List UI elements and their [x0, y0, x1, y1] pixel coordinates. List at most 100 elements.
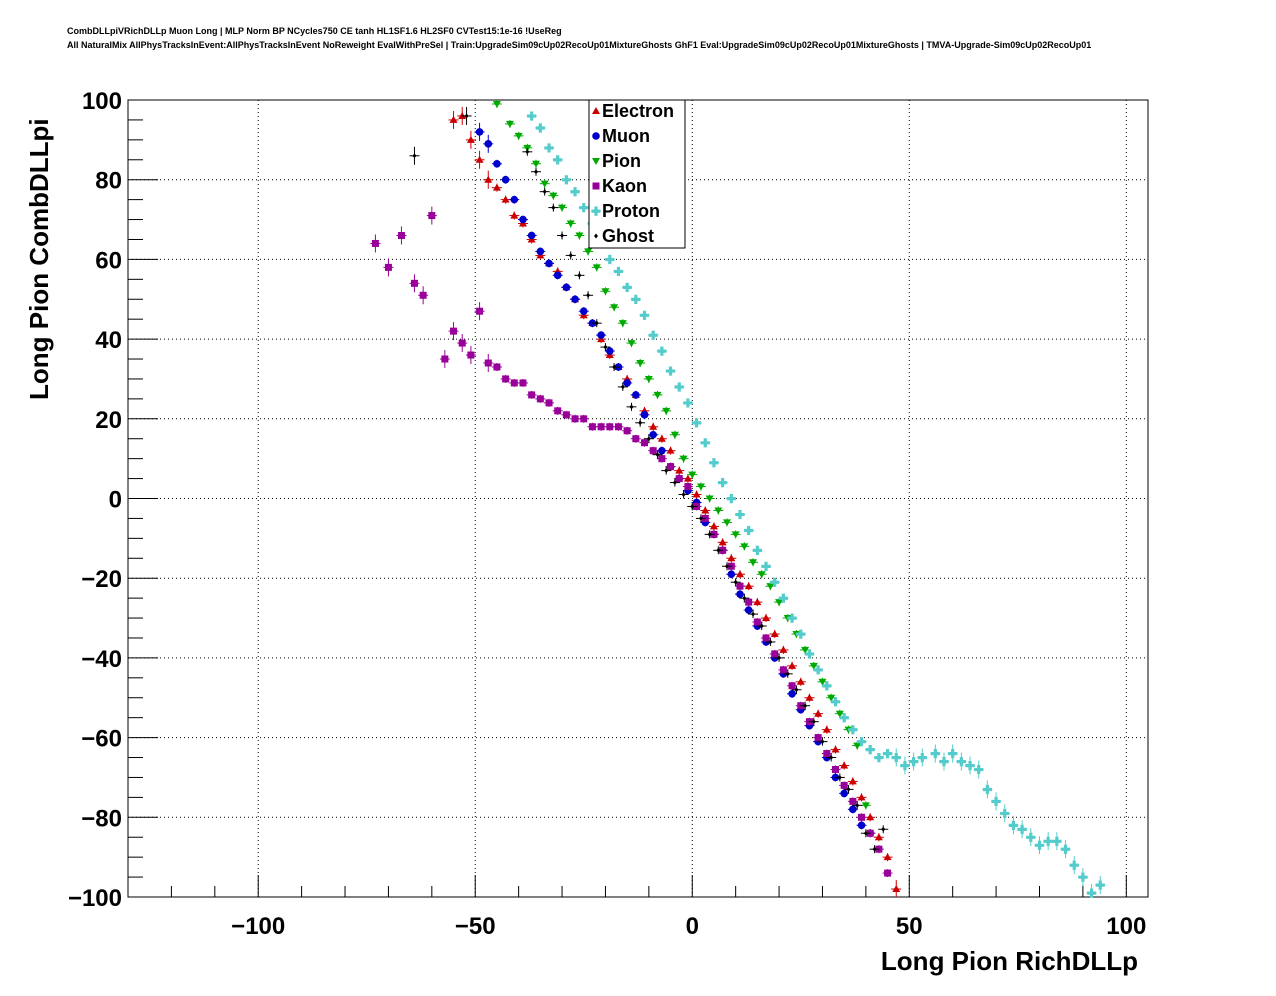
data-point-kaon [554, 407, 562, 415]
data-point-kaon [614, 423, 622, 431]
data-point-muon [840, 789, 848, 798]
data-point-muon [623, 379, 631, 387]
legend-marker-electron [592, 107, 600, 114]
legend-label-ghost: Ghost [602, 226, 654, 246]
data-point-proton [1095, 880, 1105, 890]
legend-label-pion: Pion [602, 151, 641, 171]
legend-marker-kaon [592, 182, 600, 190]
data-point-proton [1069, 860, 1079, 870]
data-point-proton [874, 753, 884, 763]
data-point-ghost [733, 579, 738, 585]
y-tick-label: −40 [81, 646, 122, 673]
data-point-pion [636, 360, 645, 368]
data-point-ghost [412, 153, 417, 159]
data-point-proton [1008, 820, 1019, 830]
data-point-ghost [690, 503, 695, 509]
data-point-proton [839, 713, 849, 723]
data-point-electron [883, 853, 892, 861]
data-point-pion [627, 340, 636, 348]
data-point-ghost [742, 595, 747, 601]
data-point-muon [493, 159, 501, 168]
data-point-pion [592, 264, 601, 272]
data-point-pion [514, 132, 523, 140]
y-tick-label: 0 [109, 487, 122, 514]
data-point-electron [466, 135, 475, 143]
data-point-proton [613, 266, 624, 277]
data-point-proton [761, 561, 771, 571]
data-point-kaon [762, 634, 770, 642]
data-point-proton [804, 649, 815, 659]
data-point-proton [991, 796, 1001, 807]
data-point-kaon [384, 263, 392, 271]
data-point-pion [549, 192, 558, 200]
data-point-electron [701, 506, 710, 514]
data-point-kaon [632, 435, 640, 443]
data-point-muon [519, 215, 527, 224]
data-point-proton [579, 203, 589, 213]
data-point-kaon [823, 750, 831, 758]
data-point-electron [675, 466, 684, 474]
data-point-pion [584, 248, 593, 256]
data-point-electron [831, 745, 840, 753]
data-point-proton [909, 757, 919, 767]
data-point-proton [1026, 832, 1036, 842]
data-point-kaon [849, 797, 857, 805]
data-point-electron [666, 446, 675, 454]
data-point-ghost [777, 655, 782, 661]
data-point-muon [649, 430, 657, 439]
data-point-muon [475, 128, 484, 136]
data-point-proton [527, 111, 537, 121]
data-point-electron [753, 598, 762, 606]
data-point-electron [805, 693, 814, 701]
data-point-pion [505, 120, 514, 128]
data-point-pion [696, 483, 705, 491]
data-point-kaon [467, 351, 475, 359]
data-point-kaon [502, 375, 510, 383]
data-point-proton [726, 494, 736, 504]
data-point-electron [657, 434, 666, 442]
data-point-electron [779, 645, 788, 653]
data-point-pion [801, 646, 810, 654]
data-point-ghost [707, 531, 712, 537]
data-point-proton [553, 155, 563, 165]
y-tick-label: 80 [95, 168, 122, 195]
data-point-electron [501, 195, 510, 203]
data-point-ghost [846, 786, 851, 792]
y-tick-label: −60 [81, 726, 122, 753]
data-point-electron [475, 155, 484, 163]
data-point-pion [618, 320, 627, 328]
data-point-muon [605, 347, 614, 355]
data-point-pion [827, 694, 836, 702]
data-point-proton [605, 254, 615, 265]
data-point-proton [822, 681, 832, 691]
data-point-electron [683, 474, 692, 482]
x-axis-title: Long Pion RichDLLp [881, 946, 1138, 976]
data-point-kaon [397, 231, 405, 239]
data-point-pion [670, 431, 679, 439]
data-point-proton [982, 784, 993, 795]
data-point-ghost [698, 515, 703, 521]
data-point-proton [535, 123, 545, 133]
data-point-proton [1060, 844, 1071, 854]
data-point-pion [775, 599, 784, 607]
data-point-ghost [655, 452, 660, 458]
data-point-kaon [684, 483, 692, 491]
y-tick-label: 60 [95, 247, 122, 274]
data-point-kaon [493, 363, 501, 371]
data-point-kaon [736, 582, 744, 590]
data-point-kaon [641, 439, 649, 447]
data-point-kaon [884, 869, 892, 877]
data-point-electron [822, 725, 831, 733]
data-point-proton [939, 757, 949, 767]
data-point-ghost [620, 384, 625, 390]
data-point-pion [610, 304, 619, 312]
data-point-proton [974, 764, 984, 775]
y-axis-title: Long Pion CombDLLpi [24, 118, 54, 400]
data-point-pion [714, 507, 723, 515]
data-point-proton [930, 749, 940, 759]
data-point-proton [639, 310, 650, 320]
data-point-electron [736, 570, 744, 578]
data-point-proton [631, 294, 641, 304]
data-point-ghost [829, 755, 834, 761]
x-tick-label: −100 [231, 913, 285, 940]
